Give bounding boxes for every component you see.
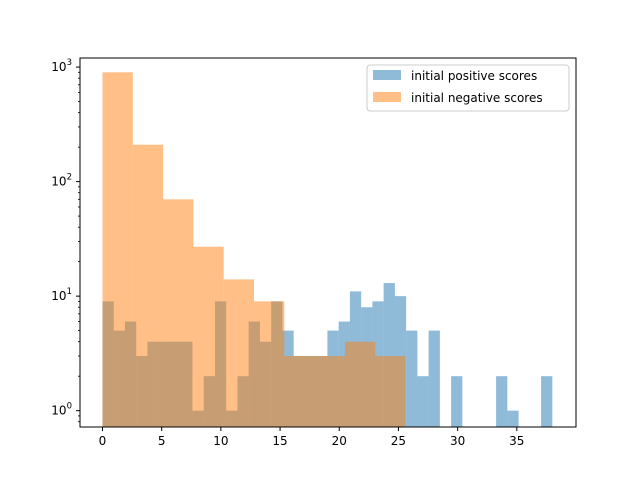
legend-box <box>366 64 570 112</box>
bars-layer <box>102 72 553 427</box>
bar-initial-positive-scores-25 <box>383 283 395 427</box>
x-tick-label-30: 30 <box>450 434 465 448</box>
y-axis: 100 101 102 103 <box>51 58 80 423</box>
y-tick-label-100: 102 <box>51 173 72 189</box>
x-tick-label-35: 35 <box>509 434 524 448</box>
bar-initial-negative-scores-7 <box>314 356 345 427</box>
bar-initial-negative-scores-0 <box>102 72 133 427</box>
y-tick-label-10: 101 <box>51 287 72 303</box>
bar-initial-negative-scores-5 <box>254 301 285 427</box>
y-tick-label-1: 100 <box>51 402 72 418</box>
x-axis: 0 5 10 15 20 25 30 35 <box>99 427 524 448</box>
bar-initial-positive-scores-35 <box>496 376 508 427</box>
bar-initial-positive-scores-27 <box>406 330 418 427</box>
x-tick-label-10: 10 <box>213 434 228 448</box>
bar-initial-negative-scores-2 <box>163 199 194 427</box>
bar-initial-negative-scores-4 <box>223 279 255 427</box>
bar-initial-negative-scores-1 <box>132 144 164 427</box>
x-tick-label-5: 5 <box>158 434 166 448</box>
bar-initial-negative-scores-8 <box>344 341 376 427</box>
bar-initial-positive-scores-28 <box>417 376 429 427</box>
bar-initial-positive-scores-39 <box>541 376 553 427</box>
x-tick-label-0: 0 <box>99 434 107 448</box>
plot-frame <box>79 57 577 428</box>
bar-initial-negative-scores-6 <box>284 356 315 427</box>
legend-label-initial-positive-scores: initial positive scores <box>411 69 537 83</box>
bar-initial-positive-scores-36 <box>507 410 519 427</box>
legend-swatch-initial-positive-scores <box>373 70 401 80</box>
bar-initial-negative-scores-3 <box>193 246 224 427</box>
legend-swatch-initial-negative-scores <box>373 92 401 102</box>
x-tick-label-25: 25 <box>391 434 406 448</box>
bar-initial-positive-scores-31 <box>451 376 463 427</box>
y-tick-label-1000: 103 <box>51 58 72 74</box>
x-tick-label-15: 15 <box>272 434 287 448</box>
x-tick-label-20: 20 <box>332 434 347 448</box>
legend: initial positive scores initial negative … <box>366 64 570 112</box>
legend-label-initial-negative-scores: initial negative scores <box>411 91 543 105</box>
bar-initial-positive-scores-29 <box>428 330 440 427</box>
bar-initial-negative-scores-9 <box>375 356 406 427</box>
